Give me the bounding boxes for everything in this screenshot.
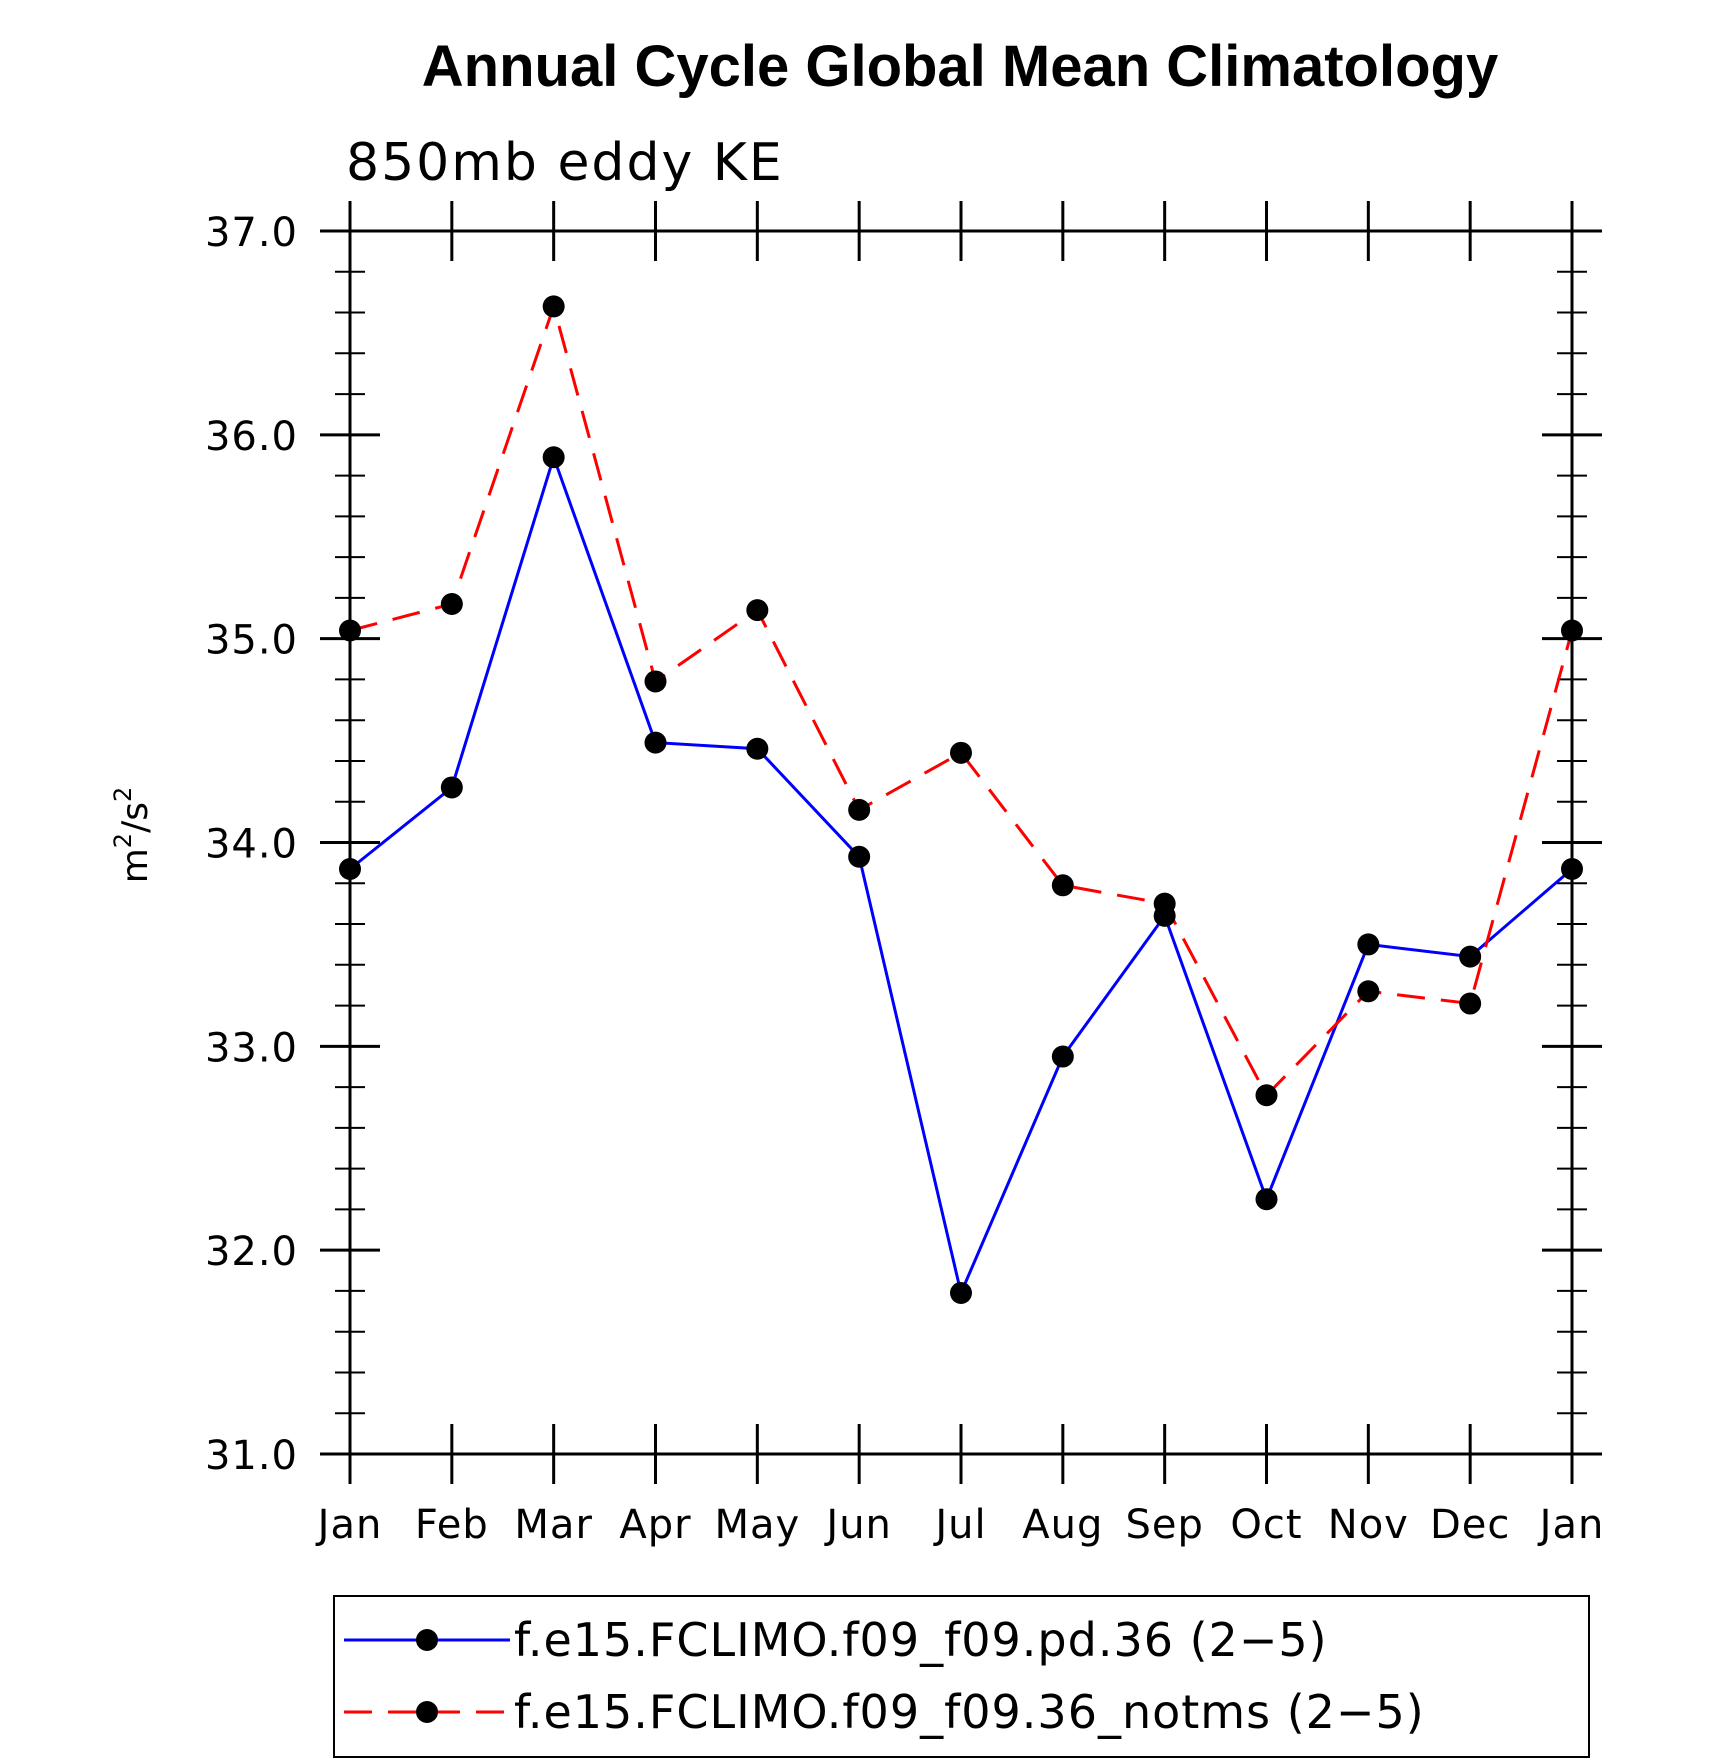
- series-1-point: [950, 1281, 972, 1304]
- series-1-point: [746, 737, 769, 760]
- x-tick-label: Dec: [1430, 1502, 1510, 1548]
- y-axis-label-mid: /s: [115, 802, 156, 833]
- plot-frame: [348, 229, 1574, 1456]
- series-2-point: [950, 741, 972, 764]
- x-tick-label: Jul: [932, 1502, 986, 1548]
- series-1-point: [1459, 945, 1482, 968]
- series-1-point: [339, 857, 361, 880]
- series-1-point: [1561, 857, 1583, 880]
- legend-label-2: f.e15.FCLIMO.f09_f09.36_notms (2−5): [514, 1685, 1425, 1739]
- y-tick-label: 31.0: [205, 1433, 298, 1479]
- legend: f.e15.FCLIMO.f09_f09.pd.36 (2−5) f.e15.FC…: [344, 1613, 1425, 1739]
- chart-subtitle: 850mb eddy KE: [346, 133, 784, 193]
- series-1-point: [848, 845, 871, 868]
- series-1-point: [1357, 933, 1380, 956]
- series-2-point: [1255, 1084, 1278, 1107]
- x-tick-label: Apr: [619, 1502, 691, 1548]
- chart-title: Annual Cycle Global Mean Climatology: [422, 34, 1498, 99]
- series-1-point: [542, 446, 565, 469]
- series-1-point: [644, 731, 667, 754]
- series-2-point: [440, 593, 463, 616]
- series-2-point: [339, 619, 361, 642]
- y-axis-label-base: m: [115, 848, 156, 883]
- legend-marker-2: [416, 1701, 438, 1723]
- axis-ticks: [320, 201, 1602, 1484]
- x-tick-label: May: [714, 1502, 800, 1548]
- x-tick-label: Jan: [315, 1502, 383, 1548]
- series-2-point: [1357, 980, 1380, 1003]
- y-tick-label: 33.0: [205, 1025, 298, 1071]
- y-tick-label: 37.0: [205, 210, 298, 256]
- series-2-point: [1051, 874, 1074, 897]
- y-tick-label: 35.0: [205, 618, 298, 664]
- series-2-point: [1459, 992, 1482, 1015]
- y-axis-label: m2/s2: [109, 787, 156, 884]
- series-1-point: [440, 776, 463, 799]
- series-2-point: [1561, 619, 1583, 642]
- series-1-point: [1051, 1045, 1074, 1068]
- legend-label-1: f.e15.FCLIMO.f09_f09.pd.36 (2−5): [514, 1613, 1328, 1667]
- y-tick-label: 34.0: [205, 822, 298, 868]
- x-tick-label: Mar: [514, 1502, 592, 1548]
- x-tick-label: Jun: [823, 1502, 892, 1548]
- series-1-point: [1255, 1188, 1278, 1211]
- series-2-line: [349, 301, 1574, 1098]
- legend-marker-1: [416, 1629, 438, 1651]
- x-tick-label: Feb: [415, 1502, 489, 1548]
- y-axis-label-sup2: 2: [109, 787, 137, 802]
- series-2-point: [542, 295, 565, 318]
- series-2-point: [746, 599, 769, 622]
- tick-labels: 31.0 32.0 33.0 34.0 35.0 36.0 37.0 Jan Feb Mar Apr…: [205, 210, 1605, 1548]
- series-layer: [339, 295, 1583, 1304]
- series-2-point: [848, 798, 871, 821]
- y-axis-label-sup1: 2: [109, 833, 137, 848]
- series-1-line: [349, 452, 1573, 1298]
- x-tick-label: Nov: [1328, 1502, 1409, 1548]
- legend-box: [333, 1595, 1590, 1758]
- y-tick-label: 32.0: [205, 1229, 298, 1275]
- x-tick-label: Jan: [1537, 1502, 1605, 1548]
- x-tick-label: Aug: [1022, 1502, 1103, 1548]
- svg-text:m2/s2: m2/s2: [109, 787, 156, 884]
- x-tick-label: Oct: [1230, 1502, 1302, 1548]
- series-2-point: [1153, 892, 1176, 915]
- series-2-point: [644, 670, 667, 693]
- x-tick-label: Sep: [1125, 1502, 1203, 1548]
- y-tick-label: 36.0: [205, 414, 298, 460]
